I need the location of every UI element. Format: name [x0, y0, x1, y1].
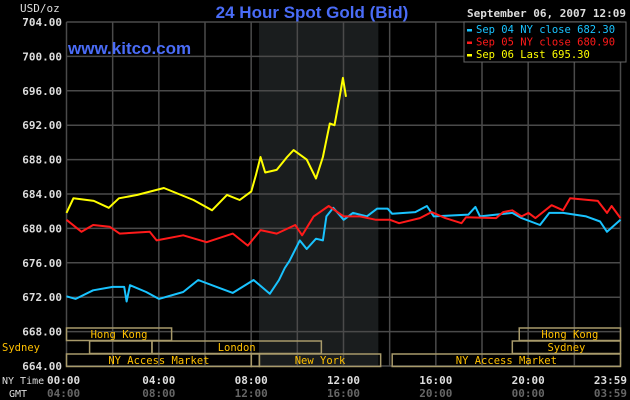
- y-tick-label: 692.00: [22, 119, 62, 132]
- session-label: NY Access Market: [456, 355, 557, 367]
- y-tick-label: 672.00: [22, 291, 62, 304]
- x-tick-ny: 20:00: [512, 374, 545, 387]
- y-tick-label: 668.00: [22, 326, 62, 339]
- y-tick-label: 704.00: [22, 16, 62, 29]
- y-axis-ticks: 704.00 700.00 696.00 692.00 688.00 684.00 680.…: [22, 16, 62, 373]
- session-label: New York: [295, 355, 346, 367]
- y-tick-label: 696.00: [22, 85, 62, 98]
- legend-entry: Sep 05 NY close 680.90: [476, 37, 615, 49]
- x-axis-ticks: 00:0004:0004:0008:0008:0012:0012:0016:00…: [47, 374, 627, 400]
- session-box: [88, 340, 153, 355]
- session-label: Sydney: [547, 342, 585, 354]
- y-axis-unit: USD/oz: [20, 2, 60, 15]
- session-box: [391, 353, 622, 368]
- session-label: NY Access Market: [108, 355, 209, 367]
- series-lines: [65, 76, 622, 303]
- series-line-0: [66, 205, 622, 303]
- x-tick-ny: 00:00: [47, 374, 80, 387]
- y-tick-label: 664.00: [22, 360, 62, 373]
- y-tick-label: 680.00: [22, 222, 62, 235]
- legend-swatch: [467, 54, 472, 57]
- x-tick-gmt: 03:59: [594, 387, 627, 400]
- x-tick-gmt: 16:00: [327, 387, 360, 400]
- legend-swatch: [467, 41, 472, 44]
- session-label: Sydney: [2, 342, 40, 354]
- legend-box: [463, 21, 627, 63]
- legend-entry: Sep 06 Last 695.30: [476, 49, 590, 61]
- y-tick-label: 688.00: [22, 154, 62, 167]
- session-box: [250, 353, 261, 368]
- x-tick-ny: 16:00: [419, 374, 452, 387]
- watermark-kitco: www.kitco.com: [67, 39, 191, 58]
- y-tick-label: 676.00: [22, 257, 62, 270]
- session-label: London: [218, 342, 256, 354]
- y-tick-label: 684.00: [22, 188, 62, 201]
- x-tick-ny: 08:00: [235, 374, 268, 387]
- x-tick-ny: 12:00: [327, 374, 360, 387]
- session-box: [258, 353, 382, 368]
- y-tick-label: 700.00: [22, 50, 62, 63]
- x-tick-gmt: 12:00: [235, 387, 268, 400]
- x-tick-ny: 23:59: [594, 374, 627, 387]
- x-tick-gmt: 04:00: [47, 387, 80, 400]
- x-tick-gmt: 00:00: [512, 387, 545, 400]
- x-tick-gmt: 08:00: [142, 387, 175, 400]
- gmt-label: GMT: [9, 389, 27, 400]
- timestamp: September 06, 2007 12:09: [467, 7, 626, 20]
- x-tick-gmt: 20:00: [419, 387, 452, 400]
- ny-time-label: NY Time: [2, 376, 44, 387]
- session-label: Hong Kong: [91, 329, 148, 341]
- series-line-1: [65, 197, 622, 247]
- grid: [65, 21, 622, 367]
- x-tick-ny: 04:00: [142, 374, 175, 387]
- legend-swatch: [467, 29, 472, 32]
- series-line-2: [65, 76, 347, 214]
- session-label: Hong Kong: [541, 329, 598, 341]
- legend-entry: Sep 04 NY close 682.30: [476, 24, 615, 36]
- chart-title: 24 Hour Spot Gold (Bid): [216, 3, 409, 22]
